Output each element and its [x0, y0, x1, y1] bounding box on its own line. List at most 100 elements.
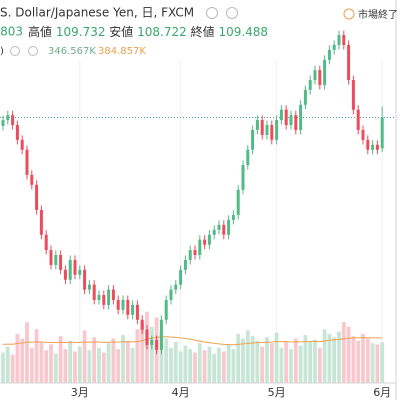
x-tick-label: 6月 — [373, 386, 391, 399]
volume-bar — [130, 347, 135, 383]
candle-body — [188, 250, 192, 260]
candle-body — [380, 117, 384, 149]
market-status: 市場終了 — [358, 8, 398, 21]
volume-bar — [308, 342, 313, 383]
volume-bar — [135, 329, 140, 383]
icon[interactable] — [28, 46, 38, 56]
volume-bar — [226, 344, 231, 383]
candle-body — [361, 129, 365, 140]
volume-bar — [370, 343, 375, 383]
volume-label: ) — [0, 46, 4, 57]
volume-bar — [265, 337, 269, 383]
volume-bar — [63, 349, 68, 383]
candle-body — [11, 115, 15, 126]
volume-bar — [221, 351, 226, 383]
volume-bar — [341, 322, 346, 383]
volume-bar — [365, 338, 370, 383]
volume-bar — [73, 351, 77, 383]
plot-area — [0, 30, 396, 383]
candle-body — [54, 254, 58, 265]
volume-bar — [269, 343, 274, 383]
candle-body — [87, 284, 91, 290]
candle-body — [92, 284, 96, 300]
x-tick-label: 3月 — [71, 386, 89, 399]
candle-body — [30, 174, 34, 185]
candle-body — [289, 115, 293, 126]
candle-body — [327, 49, 331, 60]
candle-body — [102, 295, 106, 305]
candle-body — [260, 120, 264, 135]
volume-bar — [82, 330, 87, 383]
candle-body — [366, 139, 370, 150]
candle-body — [183, 259, 187, 270]
icon[interactable] — [10, 46, 20, 56]
volume-bar — [15, 333, 20, 383]
candle-body — [174, 284, 178, 290]
volume-bar — [116, 349, 121, 383]
volume-bar — [193, 352, 197, 383]
volume-bar — [34, 329, 39, 383]
candle-body — [323, 59, 327, 85]
volume-bar — [25, 322, 29, 383]
volume-bar — [106, 343, 111, 383]
volume-ma-value: 384.857K — [98, 46, 146, 57]
candle-body — [241, 165, 245, 190]
volume-bar — [197, 343, 202, 383]
candle-body — [83, 269, 87, 290]
volume-bar — [375, 344, 380, 383]
volume-bar — [284, 342, 289, 383]
icon[interactable] — [206, 7, 218, 19]
volume-bar — [250, 336, 255, 383]
candle-body — [6, 115, 10, 121]
candle-body — [308, 80, 312, 90]
candle-body — [20, 139, 24, 150]
icon[interactable] — [226, 7, 238, 19]
volume-bar — [327, 333, 332, 383]
volume-bar — [87, 350, 92, 383]
candle-body — [78, 269, 82, 275]
candle-body — [39, 210, 43, 235]
open-value: 108.803 — [0, 25, 23, 39]
volume-bar — [313, 339, 317, 383]
volume-bar — [92, 337, 97, 383]
volume-bar — [49, 344, 53, 383]
candle-body — [107, 289, 111, 305]
candle-body — [299, 104, 303, 130]
volume-bar — [260, 346, 265, 383]
candle-body — [279, 109, 283, 121]
candle-body — [255, 120, 259, 130]
volume-bar — [279, 347, 284, 383]
candle-body — [150, 339, 154, 345]
volume-bar — [68, 340, 73, 383]
candle-body — [375, 144, 379, 150]
volume-bar — [322, 329, 327, 383]
volume-bar — [207, 346, 212, 383]
candle-body — [116, 299, 120, 310]
volume-bar — [317, 347, 322, 383]
candle-body — [111, 289, 115, 300]
candle-body — [284, 109, 288, 126]
x-tick-label: 4月 — [172, 386, 190, 399]
volume-bar — [169, 347, 173, 383]
candle-body — [126, 299, 130, 315]
candle-body — [207, 234, 211, 245]
candle-body — [351, 80, 355, 110]
candle-body — [236, 189, 240, 215]
candle-body — [131, 304, 135, 315]
volume-bar — [289, 349, 293, 383]
candle-body — [313, 70, 317, 81]
candle-body — [275, 120, 279, 140]
candle-body — [265, 125, 269, 135]
volume-bar — [178, 351, 183, 383]
candle-body — [44, 234, 48, 251]
volume-bar — [149, 326, 154, 383]
x-tick-label: 5月 — [268, 386, 286, 399]
candle-body — [25, 149, 29, 175]
volume-bar — [125, 342, 130, 383]
candle-body — [318, 70, 322, 85]
volume-bar — [121, 335, 125, 383]
volume-bar — [58, 336, 63, 383]
volume-bar — [1, 352, 5, 383]
